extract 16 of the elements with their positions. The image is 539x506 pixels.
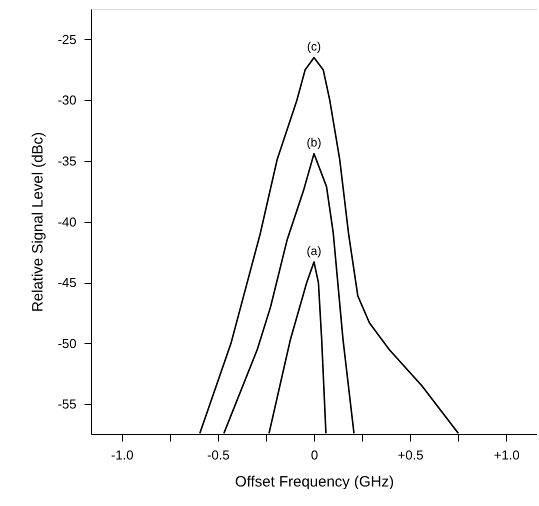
y-tick-label: -25 (58, 32, 76, 47)
y-tick-label: -55 (58, 396, 76, 412)
y-axis-title: Relative Signal Level (dBc) (30, 132, 47, 312)
x-tick-label: +1.0 (494, 448, 520, 462)
y-tick-label: -30 (58, 92, 76, 108)
x-tick-label: -1.0 (111, 448, 134, 462)
y-tick-label: -45 (58, 275, 76, 290)
x-tick-label: 0 (310, 448, 318, 462)
series-label: (b) (306, 136, 322, 150)
x-tick-label: -0.5 (207, 448, 230, 462)
series-label: (c) (307, 40, 321, 54)
series-label: (a) (306, 244, 322, 258)
y-tick-label: -40 (58, 214, 76, 230)
y-tick-label: -50 (58, 336, 76, 351)
x-tick-label: +0.5 (398, 448, 424, 462)
y-tick-label: -35 (58, 154, 76, 169)
